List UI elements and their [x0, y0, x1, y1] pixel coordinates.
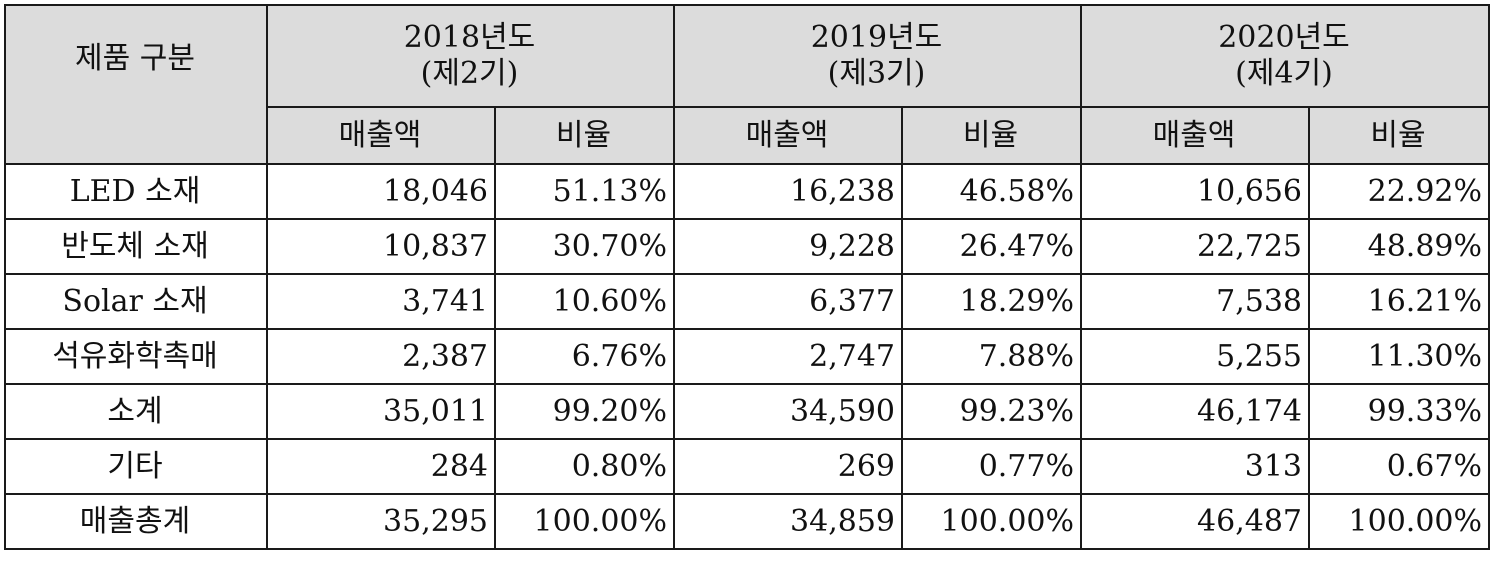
sales-2019-cell: 9,228	[673, 218, 903, 275]
ratio-header-2020: 비율	[1308, 106, 1490, 165]
ratio-2020-cell: 11.30%	[1308, 328, 1490, 385]
year-label-2018: 2018년도	[403, 20, 536, 55]
sales-2019-cell: 269	[673, 438, 903, 495]
ratio-2020-cell: 22.92%	[1308, 163, 1490, 220]
table-row: 석유화학촉매 2,387 6.76% 2,747 7.88% 5,255 11.…	[4, 328, 1490, 385]
sales-2018-cell: 10,837	[266, 218, 496, 275]
table-row: LED 소재 18,046 51.13% 16,238 46.58% 10,65…	[4, 163, 1490, 220]
sales-2018-cell: 35,295	[266, 493, 496, 550]
sales-2018-cell: 2,387	[266, 328, 496, 385]
sales-2020-cell: 46,174	[1080, 383, 1310, 440]
sales-2020-cell: 313	[1080, 438, 1310, 495]
year-header-2018: 2018년도 (제2기)	[266, 4, 675, 108]
sales-2020-cell: 22,725	[1080, 218, 1310, 275]
ratio-2020-cell: 0.67%	[1308, 438, 1490, 495]
row-label: 석유화학촉매	[4, 328, 268, 385]
ratio-2020-cell: 48.89%	[1308, 218, 1490, 275]
ratio-2018-cell: 6.76%	[494, 328, 675, 385]
sales-2019-cell: 34,859	[673, 493, 903, 550]
total-row: 매출총계 35,295 100.00% 34,859 100.00% 46,48…	[4, 493, 1490, 550]
row-label: 소계	[4, 383, 268, 440]
sales-by-product-table: 제품 구분 2018년도 (제2기) 2019년도 (제3기) 2020년도 (…	[4, 4, 1490, 550]
table-row: Solar 소재 3,741 10.60% 6,377 18.29% 7,538…	[4, 273, 1490, 330]
ratio-2018-cell: 51.13%	[494, 163, 675, 220]
sales-2020-cell: 5,255	[1080, 328, 1310, 385]
sales-2018-cell: 284	[266, 438, 496, 495]
sales-2020-cell: 7,538	[1080, 273, 1310, 330]
ratio-2019-cell: 46.58%	[901, 163, 1082, 220]
sales-2018-cell: 35,011	[266, 383, 496, 440]
ratio-2019-cell: 26.47%	[901, 218, 1082, 275]
sales-2020-cell: 10,656	[1080, 163, 1310, 220]
product-category-header-text: 제품 구분	[75, 40, 195, 76]
ratio-2020-cell: 100.00%	[1308, 493, 1490, 550]
period-label-2020: (제4기)	[1235, 56, 1333, 91]
ratio-2019-cell: 7.88%	[901, 328, 1082, 385]
ratio-2019-cell: 0.77%	[901, 438, 1082, 495]
sales-2019-cell: 16,238	[673, 163, 903, 220]
sales-2020-cell: 46,487	[1080, 493, 1310, 550]
row-label: Solar 소재	[4, 273, 268, 330]
ratio-2019-cell: 99.23%	[901, 383, 1082, 440]
subtotal-row: 소계 35,011 99.20% 34,590 99.23% 46,174 99…	[4, 383, 1490, 440]
ratio-2020-cell: 99.33%	[1308, 383, 1490, 440]
year-header-2020: 2020년도 (제4기)	[1080, 4, 1490, 108]
sales-header-2019: 매출액	[673, 106, 903, 165]
ratio-2018-cell: 10.60%	[494, 273, 675, 330]
table-row: 기타 284 0.80% 269 0.77% 313 0.67%	[4, 438, 1490, 495]
ratio-header-2019: 비율	[901, 106, 1082, 165]
ratio-2018-cell: 0.80%	[494, 438, 675, 495]
ratio-2018-cell: 99.20%	[494, 383, 675, 440]
period-label-2019: (제3기)	[827, 56, 926, 91]
year-label-2019: 2019년도	[810, 20, 943, 55]
year-header-2019: 2019년도 (제3기)	[673, 4, 1082, 108]
ratio-2020-cell: 16.21%	[1308, 273, 1490, 330]
ratio-header-2018: 비율	[494, 106, 675, 165]
row-label: 반도체 소재	[4, 218, 268, 275]
product-category-header: 제품 구분	[4, 4, 268, 165]
row-label: 기타	[4, 438, 268, 495]
year-label-2020: 2020년도	[1218, 20, 1350, 55]
sales-2019-cell: 34,590	[673, 383, 903, 440]
ratio-2018-cell: 30.70%	[494, 218, 675, 275]
ratio-2019-cell: 18.29%	[901, 273, 1082, 330]
sales-header-2020: 매출액	[1080, 106, 1310, 165]
ratio-2019-cell: 100.00%	[901, 493, 1082, 550]
row-label: LED 소재	[4, 163, 268, 220]
sales-header-2018: 매출액	[266, 106, 496, 165]
sales-2019-cell: 2,747	[673, 328, 903, 385]
sales-2018-cell: 18,046	[266, 163, 496, 220]
row-label: 매출총계	[4, 493, 268, 550]
sales-2019-cell: 6,377	[673, 273, 903, 330]
table-row: 반도체 소재 10,837 30.70% 9,228 26.47% 22,725…	[4, 218, 1490, 275]
ratio-2018-cell: 100.00%	[494, 493, 675, 550]
period-label-2018: (제2기)	[420, 56, 519, 91]
sales-2018-cell: 3,741	[266, 273, 496, 330]
